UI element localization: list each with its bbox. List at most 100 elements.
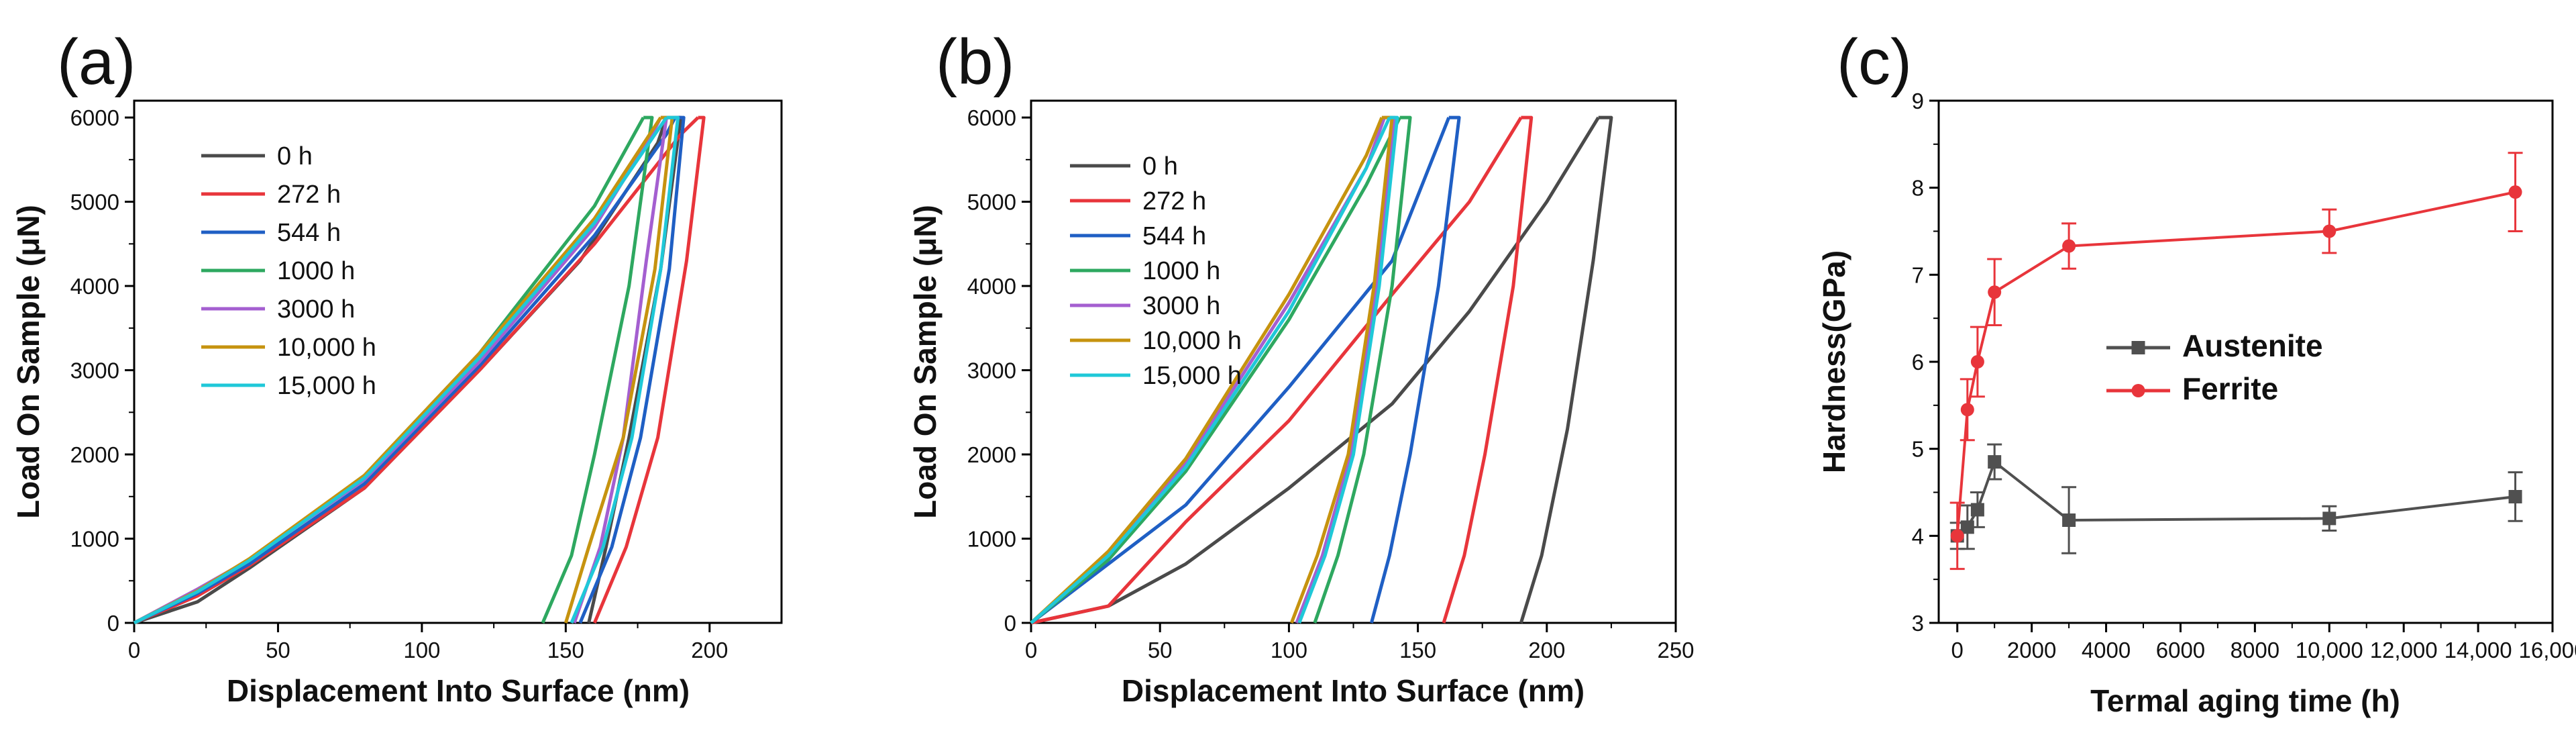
y-tick-label: 4000 bbox=[967, 274, 1016, 299]
series-ferrite bbox=[1949, 152, 2523, 571]
series-0-h bbox=[1030, 115, 1613, 625]
unloading-curve bbox=[1519, 115, 1613, 624]
x-axis-title: Displacement Into Surface (nm) bbox=[1122, 673, 1585, 708]
y-tick-label: 5 bbox=[1912, 437, 1924, 462]
x-tick-label: 200 bbox=[691, 638, 728, 662]
x-tick-label: 2000 bbox=[2007, 638, 2056, 662]
x-tick-label: 200 bbox=[1528, 638, 1565, 662]
panel-a: (a)0 50 100 150 2000100020003000400050006000… bbox=[11, 26, 783, 708]
y-tick-label: 1000 bbox=[967, 527, 1016, 552]
data-point bbox=[1988, 455, 2002, 469]
loading-curve bbox=[133, 116, 700, 625]
series-austenite bbox=[1949, 443, 2523, 554]
series-15-000-h bbox=[133, 115, 680, 625]
x-tick-label: 150 bbox=[1399, 638, 1436, 662]
x-tick-label: 150 bbox=[547, 638, 584, 662]
x-tick-label: 250 bbox=[1657, 638, 1694, 662]
y-tick-label: 9 bbox=[1912, 89, 1924, 113]
loading-curve bbox=[1030, 117, 1451, 624]
x-tick-label: 50 bbox=[266, 638, 290, 662]
x-tick-label: 0 bbox=[1025, 638, 1037, 662]
x-tick-label: 0 bbox=[1951, 638, 1964, 662]
x-tick-label: 50 bbox=[1148, 638, 1173, 662]
series-544-h bbox=[133, 115, 686, 625]
legend-marker bbox=[2131, 341, 2145, 354]
loading-curve bbox=[1030, 116, 1523, 625]
panel-b: (b) 0 50 100 150 200 250 0 1000 2000 3000 4000 5000 6… bbox=[908, 26, 1695, 708]
x-axis-title: Termal aging time (h) bbox=[2090, 683, 2400, 718]
data-point bbox=[2062, 513, 2076, 527]
legend: Austenite Ferrite bbox=[2106, 328, 2323, 406]
y-tick-label: 1000 bbox=[70, 527, 119, 552]
series-544-h bbox=[1030, 115, 1461, 624]
unloading-curve bbox=[1297, 115, 1399, 624]
legend-label: 272 h bbox=[1142, 187, 1206, 215]
legend-label: 0 h bbox=[277, 142, 313, 170]
y-tick-label: 5000 bbox=[70, 190, 119, 215]
legend-label: 3000 h bbox=[277, 295, 355, 324]
data-point bbox=[2322, 224, 2337, 238]
data-point bbox=[2322, 511, 2337, 526]
data-point bbox=[1970, 503, 1984, 517]
series-1000-h bbox=[1030, 115, 1412, 624]
data-point bbox=[1988, 285, 2002, 299]
panel-label: (a) bbox=[57, 26, 136, 98]
y-tick-label: 8 bbox=[1912, 176, 1924, 201]
x-tick-label: 16,000 bbox=[2519, 638, 2576, 662]
x-tick-label: 12,000 bbox=[2370, 638, 2438, 662]
y-tick-label: 3000 bbox=[70, 358, 119, 383]
x-tick-label: 14,000 bbox=[2445, 638, 2512, 662]
series-272-h bbox=[1030, 115, 1534, 625]
y-tick-label: 4000 bbox=[70, 274, 119, 299]
legend-label: 0 h bbox=[1142, 152, 1178, 181]
y-tick-label: 6000 bbox=[967, 105, 1016, 130]
panel-label: (b) bbox=[936, 26, 1014, 98]
unloading-curve bbox=[541, 115, 654, 624]
legend-label: 272 h bbox=[277, 181, 341, 209]
y-tick-label: 0 bbox=[107, 611, 119, 636]
y-tick-label: 2000 bbox=[967, 442, 1016, 467]
data-point bbox=[2062, 239, 2076, 253]
loading-curve bbox=[1030, 116, 1600, 625]
y-axis-title: Hardness(GPa) bbox=[1817, 250, 1851, 473]
unloading-curve bbox=[1313, 115, 1412, 624]
legend-label: 1000 h bbox=[277, 257, 355, 285]
y-tick-label: 3 bbox=[1912, 611, 1924, 636]
legend: 0 h 272 h 544 h 1000 h 3000 h 10,000 h 15,000 … bbox=[1070, 152, 1242, 390]
y-tick-label: 6000 bbox=[70, 105, 119, 130]
legend-label: 1000 h bbox=[1142, 257, 1220, 285]
y-tick-label: 6 bbox=[1912, 350, 1924, 375]
legend-label: Ferrite bbox=[2182, 371, 2278, 406]
legend-marker bbox=[2131, 384, 2145, 397]
series-line bbox=[1955, 191, 2516, 536]
series-272-h bbox=[133, 115, 706, 625]
y-axis-title: Load On Sample (μN) bbox=[908, 205, 943, 519]
loading-curve bbox=[133, 116, 668, 625]
unloading-curve bbox=[1442, 115, 1534, 624]
series-15-000-h bbox=[1030, 115, 1399, 624]
plot-frame bbox=[133, 99, 783, 624]
x-tick-label: 100 bbox=[403, 638, 440, 662]
loading-curve bbox=[1030, 116, 1401, 624]
legend-label: 15,000 h bbox=[1142, 362, 1242, 390]
x-tick-label: 100 bbox=[1271, 638, 1307, 662]
legend-label: 10,000 h bbox=[1142, 327, 1242, 355]
x-tick-label: 10,000 bbox=[2296, 638, 2363, 662]
series-line bbox=[1956, 459, 2516, 537]
unloading-curve bbox=[570, 115, 680, 624]
legend-label: Austenite bbox=[2182, 328, 2323, 363]
y-tick-label: 4 bbox=[1912, 524, 1924, 548]
y-tick-label: 0 bbox=[1004, 611, 1016, 636]
data-point bbox=[1950, 529, 1964, 543]
y-tick-label: 2000 bbox=[70, 442, 119, 467]
y-axis-title: Load On Sample (μN) bbox=[11, 205, 46, 519]
data-point bbox=[1960, 520, 1974, 534]
legend-label: 544 h bbox=[277, 219, 341, 247]
loading-curve bbox=[133, 116, 677, 625]
data-point bbox=[1970, 355, 1984, 368]
loading-curve bbox=[1030, 117, 1391, 624]
panel-label: (c) bbox=[1837, 26, 1912, 98]
x-axis-title: Displacement Into Surface (nm) bbox=[227, 673, 690, 708]
data-point bbox=[2508, 489, 2522, 503]
